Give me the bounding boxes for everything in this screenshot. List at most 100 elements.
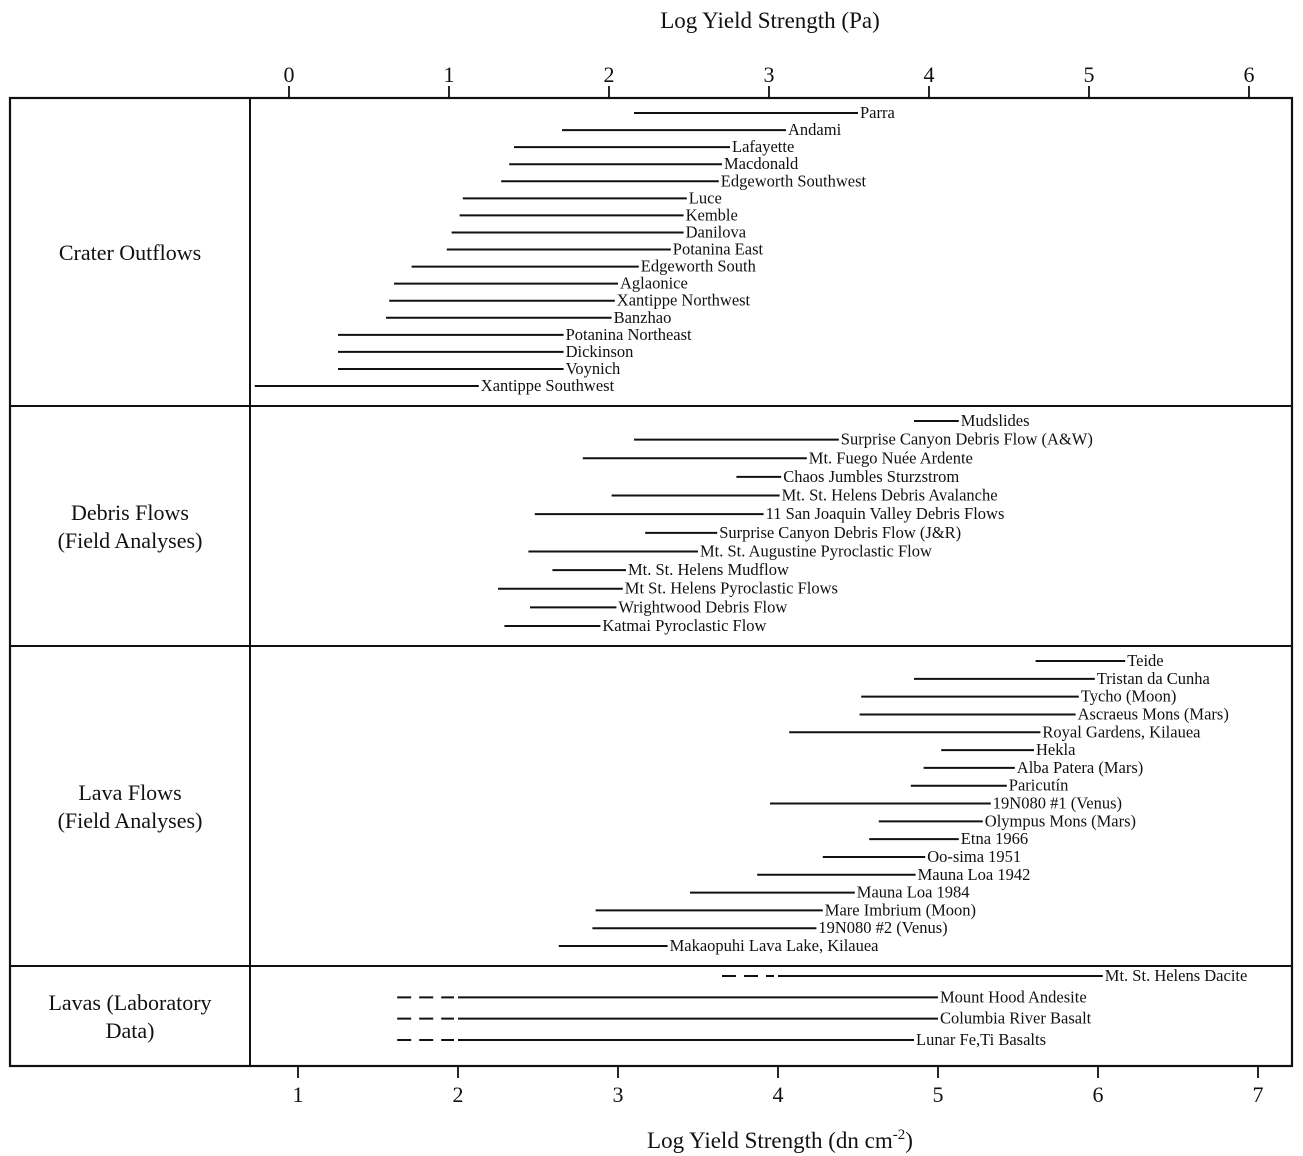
range-bar-row: Ascraeus Mons (Mars) xyxy=(859,704,1229,723)
bottom-axis: 1 2 3 4 5 6 7 xyxy=(293,1066,1264,1107)
chart-frame xyxy=(8,96,1294,1068)
range-bar-row: Voynich xyxy=(338,359,621,378)
range-bar-row: Royal Gardens, Kilauea xyxy=(789,722,1201,741)
range-bar-label: Makaopuhi Lava Lake, Kilauea xyxy=(670,936,880,955)
range-bar-label: Danilova xyxy=(686,222,747,241)
range-bar-row: Danilova xyxy=(451,222,747,241)
range-bar-row: 19N080 #2 (Venus) xyxy=(592,918,948,937)
frame-border xyxy=(8,96,1294,1068)
range-bar-label: Edgeworth Southwest xyxy=(721,171,867,190)
range-bar-label: Columbia River Basalt xyxy=(940,1009,1092,1028)
top-tick-label: 3 xyxy=(764,62,775,87)
range-bar-label: Etna 1966 xyxy=(961,829,1028,848)
range-bar-row: Etna 1966 xyxy=(869,829,1028,848)
range-bar-label: Wrightwood Debris Flow xyxy=(618,597,787,616)
range-bar-label: Parra xyxy=(860,103,895,122)
bottom-tick-label: 6 xyxy=(1093,1082,1104,1107)
range-bar-label: Oo-sima 1951 xyxy=(927,847,1021,866)
group-label-line2: (Field Analyses) xyxy=(58,528,203,553)
range-bar-row: Makaopuhi Lava Lake, Kilauea xyxy=(558,936,880,955)
range-bar-row: Teide xyxy=(1035,651,1164,670)
top-tick-label: 2 xyxy=(604,62,615,87)
range-bar-label: Hekla xyxy=(1036,740,1076,759)
range-bar-label: 19N080 #1 (Venus) xyxy=(993,794,1122,813)
range-bar-row: Mt. St. Helens Mudflow xyxy=(552,560,789,579)
top-tick-label: 4 xyxy=(924,62,935,87)
range-bar-row: Edgeworth Southwest xyxy=(501,171,866,190)
range-bar-row: Mt. St. Helens Dacite xyxy=(722,966,1247,985)
range-bar-row: Mudslides xyxy=(914,411,1030,430)
range-bar-label: Royal Gardens, Kilauea xyxy=(1042,722,1201,741)
range-bar-row: Chaos Jumbles Sturzstrom xyxy=(736,467,959,486)
range-bar-row: Katmai Pyroclastic Flow xyxy=(504,616,767,635)
range-bar-label: Surprise Canyon Debris Flow (A&W) xyxy=(841,430,1093,449)
bottom-tick-label: 1 xyxy=(293,1082,304,1107)
top-tick-label: 0 xyxy=(284,62,295,87)
range-bar-row: Luce xyxy=(462,188,722,207)
range-bar-label: Xantippe Southwest xyxy=(481,376,615,395)
range-bar-label: 11 San Joaquin Valley Debris Flows xyxy=(766,504,1005,523)
range-bar-row: Olympus Mons (Mars) xyxy=(878,811,1136,830)
group: Lavas (Laboratory Data) Mt. St. Helens Dac… xyxy=(48,966,1247,1049)
range-bar-row: Surprise Canyon Debris Flow (A&W) xyxy=(634,430,1093,449)
range-bar-label: Mare Imbrium (Moon) xyxy=(825,900,976,919)
range-bar-row: Tycho (Moon) xyxy=(861,687,1176,706)
range-bar-label: Mt. St. Helens Debris Avalanche xyxy=(782,486,998,505)
bottom-tick-label: 7 xyxy=(1253,1082,1264,1107)
top-tick-label: 6 xyxy=(1244,62,1255,87)
top-axis: 0 1 2 3 4 5 6 xyxy=(284,62,1255,98)
range-bar-label: Mauna Loa 1984 xyxy=(857,883,970,902)
range-bar-row: Edgeworth South xyxy=(411,257,757,276)
bottom-axis-title: Log Yield Strength (dn cm-2) xyxy=(647,1127,913,1153)
range-bar-label: Olympus Mons (Mars) xyxy=(985,811,1136,830)
range-bar-row: Potanina Northeast xyxy=(338,325,692,344)
range-bar-row: Lafayette xyxy=(514,137,794,156)
top-axis-title: Log Yield Strength (Pa) xyxy=(660,8,880,33)
group-label-line2: Data) xyxy=(106,1018,155,1043)
range-bar-label: Mount Hood Andesite xyxy=(940,987,1087,1006)
range-bar-label: Mt. St. Helens Dacite xyxy=(1105,966,1248,985)
range-bar-row: Xantippe Northwest xyxy=(389,291,751,310)
range-bar-row: Surprise Canyon Debris Flow (J&R) xyxy=(645,523,961,542)
range-bar-label: Lunar Fe,Ti Basalts xyxy=(916,1030,1046,1049)
range-bar-row: Banzhao xyxy=(386,308,671,327)
range-bar-row: Aglaonice xyxy=(394,274,688,293)
range-bar-row: Wrightwood Debris Flow xyxy=(530,597,787,616)
range-bar-row: Parra xyxy=(634,103,895,122)
top-tick-label: 5 xyxy=(1084,62,1095,87)
group-label: Crater Outflows xyxy=(59,240,201,265)
range-bar-row: Mauna Loa 1942 xyxy=(757,865,1030,884)
range-bar-row: Mt. Fuego Nuée Ardente xyxy=(582,448,973,467)
bottom-tick-label: 2 xyxy=(453,1082,464,1107)
bottom-tick-label: 5 xyxy=(933,1082,944,1107)
range-bar-label: Tristan da Cunha xyxy=(1097,669,1211,688)
range-bar-label: Mt. St. Augustine Pyroclastic Flow xyxy=(700,541,932,560)
range-bar-row: Lunar Fe,Ti Basalts xyxy=(397,1030,1046,1049)
range-bar-label: Mauna Loa 1942 xyxy=(918,865,1031,884)
range-bar-row: Alba Patera (Mars) xyxy=(923,758,1143,777)
group-label: Lava Flows xyxy=(78,780,181,805)
group: Debris Flows(Field Analyses)MudslidesSur… xyxy=(58,411,1093,635)
range-bar-row: Macdonald xyxy=(509,154,799,173)
range-bar-row: Andami xyxy=(562,120,842,139)
range-bar-label: Katmai Pyroclastic Flow xyxy=(602,616,766,635)
range-bar-label: Mt. St. Helens Mudflow xyxy=(628,560,789,579)
range-bar-row: Mt. St. Helens Debris Avalanche xyxy=(611,486,998,505)
range-bar-label: Dickinson xyxy=(566,342,634,361)
range-bar-label: Mt. Fuego Nuée Ardente xyxy=(809,448,973,467)
range-bar-row: Kemble xyxy=(459,205,738,224)
range-bar-row: Oo-sima 1951 xyxy=(822,847,1021,866)
range-bar-row: Tristan da Cunha xyxy=(914,669,1211,688)
range-bar-row: Mt St. Helens Pyroclastic Flows xyxy=(498,579,838,598)
range-bar-label: Andami xyxy=(788,120,842,139)
range-bar-row: Mount Hood Andesite xyxy=(397,987,1087,1006)
range-bar-label: Aglaonice xyxy=(620,274,688,293)
range-bar-label: Kemble xyxy=(686,205,738,224)
range-bar-label: Banzhao xyxy=(614,308,672,327)
range-bar-label: Xantippe Northwest xyxy=(617,291,751,310)
group-label: Lavas (Laboratory xyxy=(48,990,211,1015)
range-bar-row: Potanina East xyxy=(446,240,763,259)
range-bar-label: Alba Patera (Mars) xyxy=(1017,758,1143,777)
